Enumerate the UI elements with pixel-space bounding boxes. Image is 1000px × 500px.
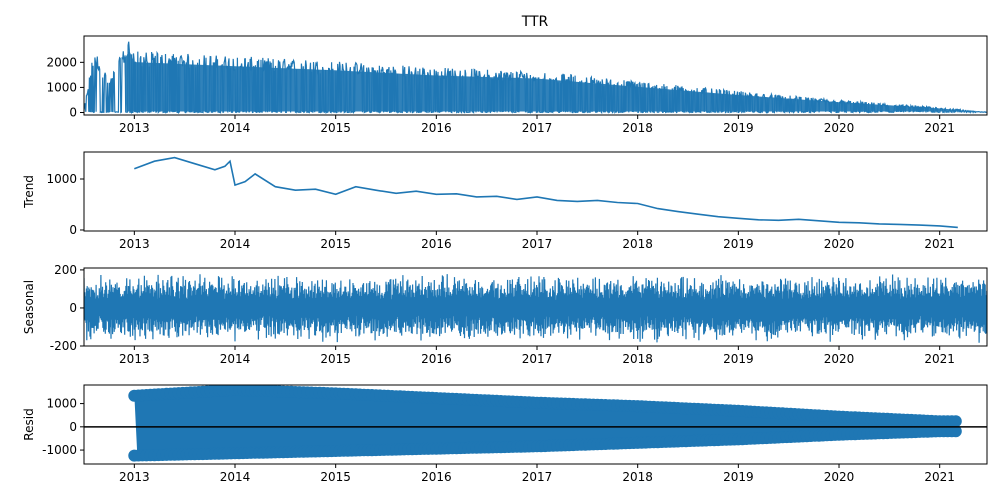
plot-area-seasonal — [84, 274, 987, 343]
x-tick-label: 2014 — [220, 121, 251, 135]
x-tick-label: 2013 — [119, 470, 150, 484]
x-tick-label: 2021 — [924, 237, 955, 251]
x-tick-label: 2013 — [119, 237, 150, 251]
x-tick-label: 2019 — [723, 352, 754, 366]
panel-seasonal: -200 0 200 2013 2014 2015 2016 2017 2018 2019 2020… — [22, 263, 988, 366]
y-tick-label: -200 — [50, 339, 77, 353]
y-tick-label: 0 — [69, 223, 77, 237]
x-tick-label: 2015 — [320, 237, 351, 251]
panel-frame — [83, 267, 988, 347]
x-tick-label: 2020 — [824, 470, 855, 484]
x-tick-label: 2021 — [924, 121, 955, 135]
x-tick-label: 2018 — [622, 352, 653, 366]
resid-points — [128, 385, 962, 462]
x-tick-label: 2016 — [421, 352, 452, 366]
y-tick-label: 0 — [69, 420, 77, 434]
panel-frame — [83, 35, 988, 116]
panel-resid: -1000 0 1000 2013 2014 2015 2016 2017 2018 2019 20… — [22, 384, 988, 484]
x-tick-label: 2016 — [421, 121, 452, 135]
plot-area-trend — [134, 156, 958, 229]
y-tick-label: 200 — [54, 263, 77, 277]
x-tick-label: 2017 — [522, 470, 553, 484]
x-tick-label: 2018 — [622, 470, 653, 484]
x-tick-label: 2018 — [622, 121, 653, 135]
x-tick-label: 2021 — [924, 470, 955, 484]
panel-trend: 0 1000 2013 2014 2015 2016 2017 2018 2019 2020 202… — [22, 151, 988, 251]
y-axis-label: Seasonal — [22, 280, 36, 334]
y-tick-label: 0 — [69, 301, 77, 315]
x-tick-label: 2015 — [320, 352, 351, 366]
x-tick-label: 2016 — [421, 470, 452, 484]
x-tick-label: 2015 — [320, 121, 351, 135]
panel-frame — [83, 151, 988, 232]
x-tick-label: 2016 — [421, 237, 452, 251]
y-axis-label: Resid — [22, 408, 36, 440]
y-tick-label: -1000 — [42, 443, 77, 457]
x-tick-label: 2014 — [220, 237, 251, 251]
resid-point — [949, 415, 962, 428]
x-tick-label: 2014 — [220, 352, 251, 366]
y-tick-label: 0 — [69, 105, 77, 119]
x-tick-label: 2013 — [119, 352, 150, 366]
y-tick-label: 1000 — [46, 397, 77, 411]
y-tick-label: 2000 — [46, 55, 77, 69]
y-axis-label: Trend — [22, 175, 36, 209]
x-tick-label: 2019 — [723, 237, 754, 251]
x-tick-label: 2020 — [824, 121, 855, 135]
y-tick-label: 1000 — [46, 172, 77, 186]
x-tick-label: 2013 — [119, 121, 150, 135]
x-tick-label: 2014 — [220, 470, 251, 484]
panel-frame — [83, 384, 988, 465]
x-tick-label: 2017 — [522, 237, 553, 251]
observed-dense-band — [124, 50, 987, 113]
plot-area-resid — [128, 385, 962, 462]
x-tick-label: 2018 — [622, 237, 653, 251]
trend-line — [134, 156, 958, 229]
panel-observed: 0 1000 2000 2013 2014 2015 2016 2017 2018 2019 202… — [46, 35, 988, 135]
x-tick-label: 2020 — [824, 237, 855, 251]
figure-title: TTR — [521, 14, 549, 30]
x-tick-label: 2017 — [522, 352, 553, 366]
x-tick-label: 2021 — [924, 352, 955, 366]
x-tick-label: 2019 — [723, 121, 754, 135]
y-tick-label: 1000 — [46, 80, 77, 94]
x-tick-label: 2017 — [522, 121, 553, 135]
resid-point — [949, 425, 962, 438]
x-tick-label: 2020 — [824, 352, 855, 366]
seasonal-line — [84, 274, 987, 343]
x-tick-label: 2019 — [723, 470, 754, 484]
plot-area-observed — [84, 41, 987, 115]
x-tick-label: 2015 — [320, 470, 351, 484]
